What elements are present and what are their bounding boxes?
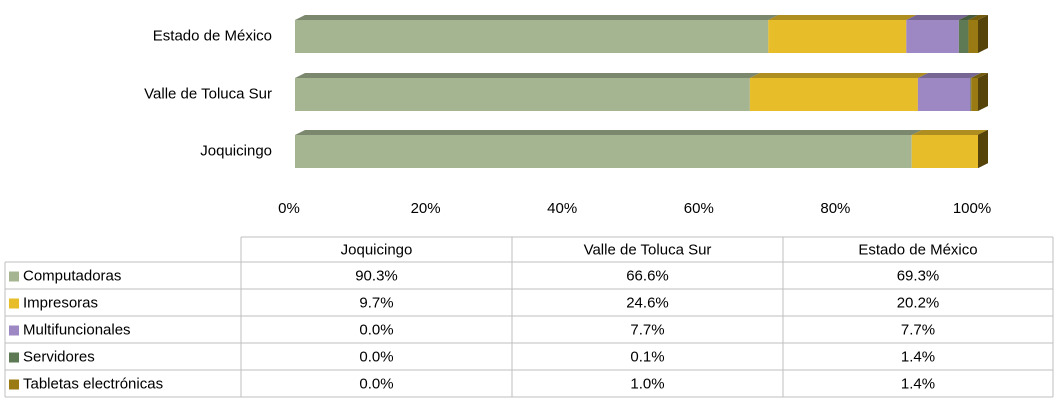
bar-top xyxy=(968,15,988,20)
table-cell: 90.3% xyxy=(355,267,398,284)
table-cell: 7.7% xyxy=(630,321,664,338)
category-label: Valle de Toluca Sur xyxy=(144,85,272,102)
bar-top xyxy=(295,130,922,135)
bar-front xyxy=(295,135,912,168)
bar-top xyxy=(768,15,917,20)
bar-front xyxy=(906,20,959,53)
table-cell: 1.0% xyxy=(630,375,664,392)
table-cell: 24.6% xyxy=(626,294,669,311)
table-cell: 7.7% xyxy=(901,321,935,338)
bar-top xyxy=(971,73,988,78)
bar-segment xyxy=(906,15,969,53)
bar-front xyxy=(958,20,969,53)
table-header: Estado de México xyxy=(858,241,977,258)
bar-segment xyxy=(971,73,988,111)
legend-key xyxy=(9,325,19,336)
bar-segment xyxy=(978,130,988,168)
table-cell: 69.3% xyxy=(897,267,940,284)
bar-top xyxy=(295,73,760,78)
legend-key xyxy=(9,298,19,309)
x-tick-label: 80% xyxy=(820,200,850,217)
x-tick-label: 40% xyxy=(547,200,577,217)
legend-label: Tabletas electrónicas xyxy=(23,375,163,392)
bar-side xyxy=(978,15,988,53)
bar-top xyxy=(911,130,988,135)
bar-segment xyxy=(295,130,922,168)
bar-front xyxy=(911,135,978,168)
table-header: Joquicingo xyxy=(341,241,413,258)
table-cell: 20.2% xyxy=(897,294,940,311)
bar-front xyxy=(749,78,918,111)
x-tick-label: 0% xyxy=(278,200,300,217)
bar-top xyxy=(970,73,982,78)
bar-segment xyxy=(968,15,988,53)
bar-front xyxy=(295,78,750,111)
legend-label: Computadoras xyxy=(23,267,121,284)
table-header: Valle de Toluca Sur xyxy=(584,241,712,258)
bar-segment xyxy=(958,15,979,53)
bar-top xyxy=(749,73,928,78)
bar-segment xyxy=(970,73,982,111)
table-cell: 0.0% xyxy=(359,321,393,338)
category-label: Estado de México xyxy=(153,27,272,44)
table-cell: 0.1% xyxy=(630,348,664,365)
bar-segment xyxy=(911,130,988,168)
bar-side xyxy=(978,73,988,111)
bar-segment xyxy=(768,15,917,53)
x-tick-label: 20% xyxy=(411,200,441,217)
x-tick-label: 100% xyxy=(953,200,991,217)
bar-front xyxy=(971,78,978,111)
legend-key xyxy=(9,271,19,282)
legend-label: Multifuncionales xyxy=(23,321,131,338)
bar-segment xyxy=(917,73,981,111)
table-cell: 0.0% xyxy=(359,375,393,392)
bar-front xyxy=(917,78,971,111)
bar-side xyxy=(978,130,988,168)
table-cell: 9.7% xyxy=(359,294,393,311)
bar-front xyxy=(768,20,907,53)
legend-key xyxy=(9,352,19,363)
bar-segment xyxy=(295,73,760,111)
table-cell: 66.6% xyxy=(626,267,669,284)
bar-front xyxy=(968,20,978,53)
bar-top xyxy=(295,15,779,20)
bar-front xyxy=(295,20,769,53)
bar-segment xyxy=(749,73,928,111)
category-label: Joquicingo xyxy=(200,142,272,159)
bar-top xyxy=(958,15,979,20)
table-cell: 1.4% xyxy=(901,348,935,365)
bar-front xyxy=(970,78,972,111)
table-cell: 0.0% xyxy=(359,348,393,365)
bar-top xyxy=(917,73,981,78)
bar-top xyxy=(906,15,969,20)
legend-label: Impresoras xyxy=(23,294,98,311)
legend-key xyxy=(9,379,19,390)
table-cell: 1.4% xyxy=(901,375,935,392)
bar-segment xyxy=(295,15,779,53)
x-tick-label: 60% xyxy=(684,200,714,217)
legend-label: Servidores xyxy=(23,348,95,365)
